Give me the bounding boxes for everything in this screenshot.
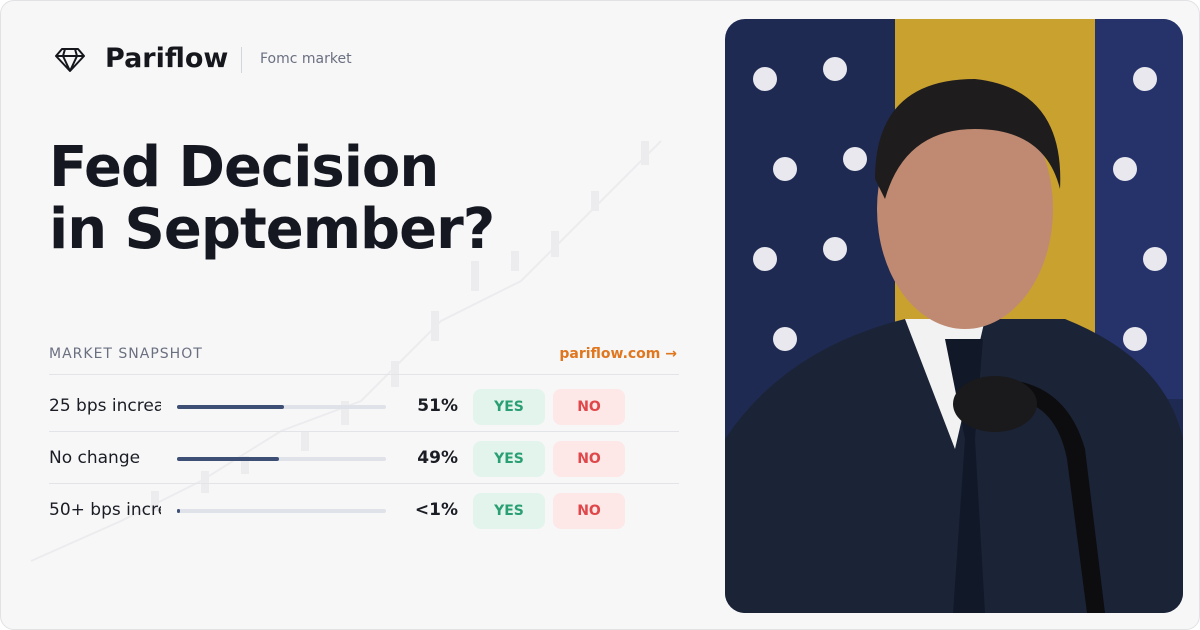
divider [49, 431, 679, 432]
no-button[interactable]: NO [553, 493, 625, 529]
snapshot-label: MARKET SNAPSHOT [49, 346, 203, 362]
title: Fed Decision [49, 135, 439, 200]
title: in September? [49, 197, 495, 262]
row-name: 50+ bps increase [49, 500, 161, 520]
yes-button[interactable]: YES [473, 493, 545, 529]
divider [49, 483, 679, 484]
yes-button[interactable]: YES [473, 389, 545, 425]
logo-icon [55, 48, 85, 72]
bar-track [177, 457, 386, 461]
row-name: No change [49, 448, 141, 468]
probability: <1% [414, 500, 458, 520]
probability: 51% [417, 396, 458, 416]
bar [177, 405, 284, 409]
row-name: 25 bps increase [49, 396, 161, 416]
photo [725, 19, 1183, 613]
no-button[interactable]: NO [553, 441, 625, 477]
section-label: Fomc market [260, 51, 352, 67]
bar [177, 457, 280, 461]
brand: Pariflow [105, 43, 229, 74]
probability: 49% [417, 448, 458, 468]
site-link[interactable]: pariflow.com → [559, 346, 677, 362]
bar [177, 509, 180, 513]
no-button[interactable]: NO [553, 389, 625, 425]
separator [241, 47, 242, 73]
background-chart [30, 140, 662, 562]
divider [49, 374, 679, 375]
bar-track [177, 509, 386, 513]
yes-button[interactable]: YES [473, 441, 545, 477]
